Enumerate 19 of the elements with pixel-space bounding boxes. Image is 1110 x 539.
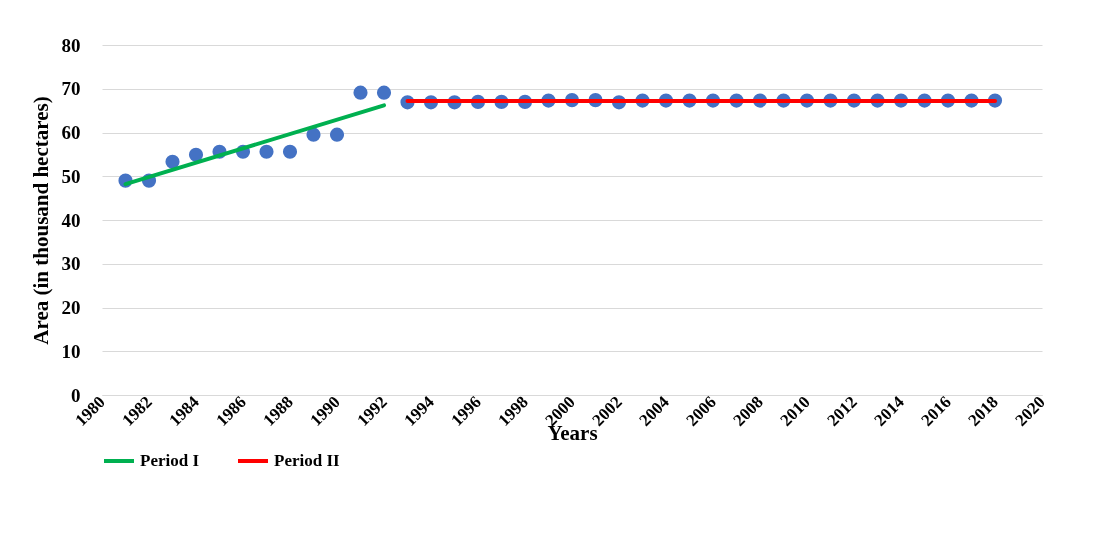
- point: [188, 147, 204, 162]
- point: [165, 154, 180, 169]
- point: [259, 144, 274, 159]
- y-tick-label: 80: [61, 34, 81, 56]
- point: [376, 85, 392, 100]
- legend-label: Period II: [274, 451, 341, 470]
- point: [329, 127, 345, 142]
- y-tick-label: 30: [61, 253, 81, 275]
- y-axis-title: Area (in thousand hectares): [28, 96, 53, 345]
- y-tick-label: 40: [61, 209, 81, 231]
- point: [282, 144, 298, 159]
- y-tick-label: 10: [61, 340, 81, 362]
- y-tick-label: 50: [61, 165, 81, 187]
- point: [353, 85, 368, 100]
- legend-label: Period I: [140, 451, 200, 470]
- y-tick-label: 60: [61, 122, 81, 143]
- y-tick-label: 20: [61, 297, 81, 318]
- y-tick-label: 70: [61, 78, 81, 100]
- point: [306, 127, 321, 142]
